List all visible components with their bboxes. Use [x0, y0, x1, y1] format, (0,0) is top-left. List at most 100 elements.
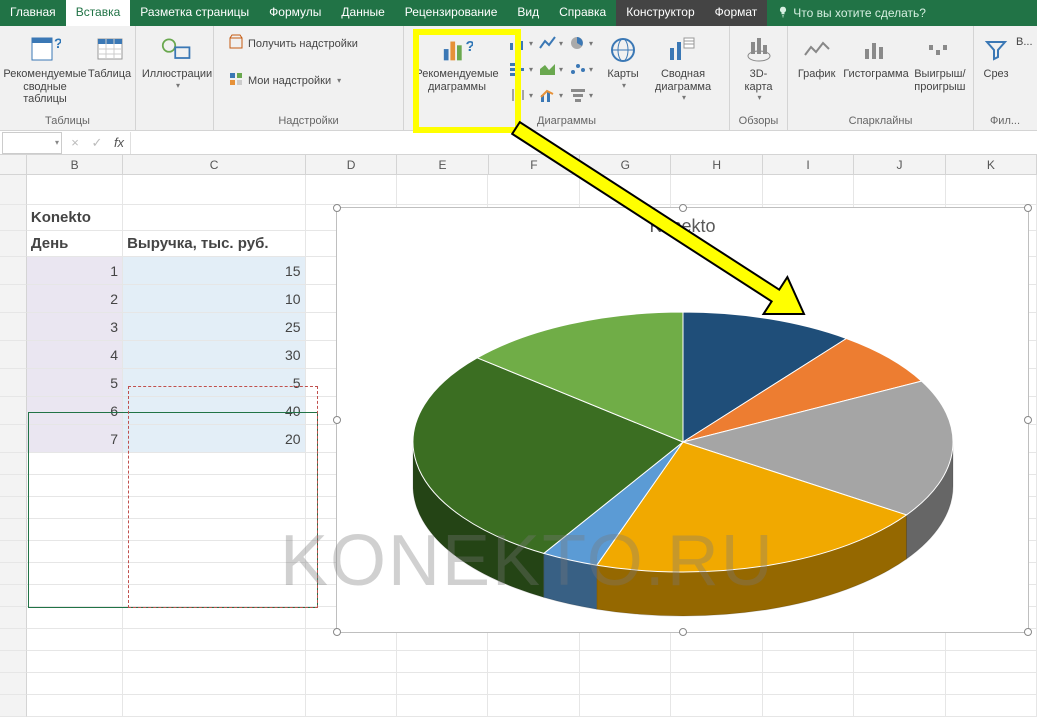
cell[interactable]: [123, 175, 305, 205]
cell[interactable]: 1: [27, 257, 123, 285]
cell[interactable]: [488, 651, 579, 673]
cell[interactable]: [671, 673, 762, 695]
column-header[interactable]: H: [671, 155, 762, 174]
illustrations-button[interactable]: Иллюстрации: [142, 30, 212, 90]
cancel-formula-button[interactable]: ×: [64, 135, 86, 150]
embedded-chart[interactable]: Konekto: [336, 207, 1029, 633]
resize-handle[interactable]: [1024, 204, 1032, 212]
tab-chart-design[interactable]: Конструктор: [616, 0, 704, 26]
column-header[interactable]: J: [854, 155, 945, 174]
resize-handle[interactable]: [679, 628, 687, 636]
cell[interactable]: [488, 695, 579, 717]
cell[interactable]: [123, 497, 305, 519]
column-header[interactable]: C: [123, 155, 306, 174]
cell[interactable]: [123, 563, 305, 585]
cell[interactable]: [306, 651, 397, 673]
cell[interactable]: [27, 629, 123, 651]
column-header[interactable]: F: [489, 155, 580, 174]
cell[interactable]: [580, 695, 671, 717]
cell[interactable]: [397, 673, 488, 695]
cell[interactable]: [763, 695, 854, 717]
cell[interactable]: 6: [27, 397, 123, 425]
cell[interactable]: [671, 651, 762, 673]
cell[interactable]: [763, 651, 854, 673]
cell[interactable]: 2: [27, 285, 123, 313]
sparkline-col-button[interactable]: Гистограмма: [843, 30, 909, 81]
cell[interactable]: [27, 541, 123, 563]
cell[interactable]: 40: [123, 397, 305, 425]
insert-bar-chart[interactable]: [508, 58, 534, 80]
cell[interactable]: [854, 695, 945, 717]
cell[interactable]: [854, 175, 945, 205]
cell[interactable]: [854, 651, 945, 673]
cell[interactable]: 30: [123, 341, 305, 369]
cell[interactable]: 4: [27, 341, 123, 369]
cell[interactable]: [27, 651, 123, 673]
timeline-button[interactable]: В...: [1016, 30, 1033, 49]
table-button[interactable]: Таблица: [88, 30, 131, 81]
insert-function-button[interactable]: fx: [108, 135, 130, 150]
cell[interactable]: [580, 673, 671, 695]
insert-area-chart[interactable]: [538, 58, 564, 80]
recommended-charts-button[interactable]: ? Рекомендуемые диаграммы: [410, 30, 504, 93]
cell[interactable]: [580, 175, 671, 205]
cell[interactable]: [27, 497, 123, 519]
tab-formulas[interactable]: Формулы: [259, 0, 331, 26]
select-all-corner[interactable]: [0, 155, 27, 174]
cell[interactable]: [27, 585, 123, 607]
cell[interactable]: [671, 175, 762, 205]
column-header[interactable]: K: [946, 155, 1037, 174]
cell[interactable]: [306, 175, 397, 205]
pivot-chart-button[interactable]: Сводная диаграмма: [650, 30, 716, 102]
column-header[interactable]: I: [763, 155, 854, 174]
resize-handle[interactable]: [1024, 628, 1032, 636]
column-header[interactable]: D: [306, 155, 397, 174]
cell[interactable]: [946, 673, 1037, 695]
cell[interactable]: 7: [27, 425, 123, 453]
insert-line-chart[interactable]: [538, 32, 564, 54]
cell[interactable]: Выручка, тыс. руб.: [123, 231, 305, 257]
cell[interactable]: [123, 629, 305, 651]
cell[interactable]: [123, 453, 305, 475]
pie-chart[interactable]: [337, 237, 1030, 633]
tab-review[interactable]: Рецензирование: [395, 0, 508, 26]
insert-column-chart[interactable]: [508, 32, 534, 54]
tab-chart-format[interactable]: Формат: [705, 0, 768, 26]
cell[interactable]: [27, 453, 123, 475]
resize-handle[interactable]: [679, 204, 687, 212]
cell[interactable]: [763, 673, 854, 695]
cell[interactable]: [27, 563, 123, 585]
tell-me-search[interactable]: Что вы хотите сделать?: [767, 0, 1037, 26]
resize-handle[interactable]: [333, 416, 341, 424]
cell[interactable]: [123, 585, 305, 607]
cell[interactable]: [671, 695, 762, 717]
chart-title[interactable]: Konekto: [337, 208, 1028, 237]
resize-handle[interactable]: [333, 204, 341, 212]
insert-scatter-chart[interactable]: [568, 58, 594, 80]
cell[interactable]: [397, 651, 488, 673]
cell[interactable]: [27, 519, 123, 541]
cell[interactable]: [488, 175, 579, 205]
cell[interactable]: [123, 695, 305, 717]
recommended-pivot-button[interactable]: ? Рекомендуемые сводные таблицы: [6, 30, 84, 106]
cell[interactable]: [123, 651, 305, 673]
cell[interactable]: [27, 695, 123, 717]
insert-pie-chart[interactable]: [568, 32, 594, 54]
column-header[interactable]: E: [397, 155, 488, 174]
tab-home[interactable]: Главная: [0, 0, 66, 26]
cell[interactable]: [27, 175, 123, 205]
insert-combo-chart[interactable]: [538, 84, 564, 106]
cell[interactable]: 15: [123, 257, 305, 285]
cell[interactable]: [854, 673, 945, 695]
cell[interactable]: [946, 175, 1037, 205]
cell[interactable]: День: [27, 231, 123, 257]
cell[interactable]: [946, 651, 1037, 673]
resize-handle[interactable]: [333, 628, 341, 636]
3d-map-button[interactable]: 3D- карта: [736, 30, 781, 102]
cell[interactable]: [27, 607, 123, 629]
get-addins-button[interactable]: Получить надстройки: [224, 32, 362, 55]
cell[interactable]: [397, 695, 488, 717]
cell[interactable]: 25: [123, 313, 305, 341]
cell[interactable]: [123, 205, 305, 231]
tab-view[interactable]: Вид: [507, 0, 549, 26]
